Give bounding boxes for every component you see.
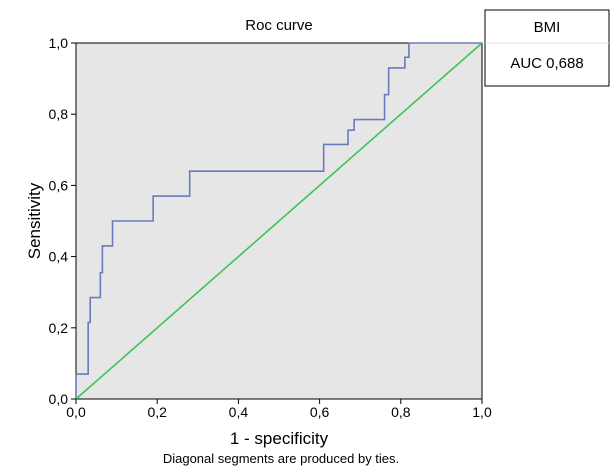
series-layer: [75, 42, 483, 400]
x-tick-label: 0,2: [147, 404, 167, 420]
chart-title: Roc curve: [245, 17, 313, 34]
x-tick-label: 0,6: [310, 404, 330, 420]
y-tick-label: 0,4: [49, 249, 69, 265]
x-axis-label: 1 - specificity: [230, 429, 329, 448]
ticks-layer: 0,0 0,2 0,4 0,6 0,8 1,0 0,0 0,2 0,4 0,6 0,8 1,0: [49, 35, 492, 420]
x-tick-label: 1,0: [472, 404, 492, 420]
roc-curve-bmi: [75, 42, 482, 399]
y-tick-label: 0,8: [49, 106, 69, 122]
reference-diagonal: [75, 42, 483, 400]
legend-line1: BMI: [534, 19, 561, 36]
x-tick-label: 0,0: [66, 404, 86, 420]
y-tick-label: 1,0: [49, 35, 69, 51]
y-tick-label: 0,0: [49, 391, 69, 407]
legend: BMI AUC 0,688: [484, 9, 610, 87]
footnote: Diagonal segments are produced by ties.: [163, 451, 399, 466]
y-tick-label: 0,2: [49, 320, 69, 336]
y-tick-label: 0,6: [49, 177, 69, 193]
x-tick-label: 0,8: [391, 404, 411, 420]
x-tick-label: 0,4: [229, 404, 249, 420]
y-axis-label: Sensitivity: [25, 182, 44, 259]
legend-box: [484, 9, 610, 87]
legend-line2: AUC 0,688: [510, 55, 583, 72]
